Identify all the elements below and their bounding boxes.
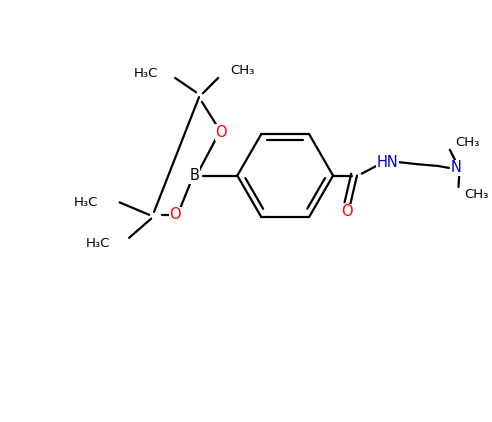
Text: H₃C: H₃C xyxy=(74,196,98,209)
Text: O: O xyxy=(215,125,227,140)
Text: CH₃: CH₃ xyxy=(231,64,255,77)
Text: O: O xyxy=(169,207,181,222)
Text: N: N xyxy=(451,160,462,176)
Text: CH₃: CH₃ xyxy=(456,135,480,149)
Text: HN: HN xyxy=(377,155,399,170)
Text: CH₃: CH₃ xyxy=(464,188,489,201)
Text: O: O xyxy=(341,204,353,219)
Text: H₃C: H₃C xyxy=(133,67,158,80)
Text: B: B xyxy=(189,168,199,183)
Text: H₃C: H₃C xyxy=(86,237,110,250)
